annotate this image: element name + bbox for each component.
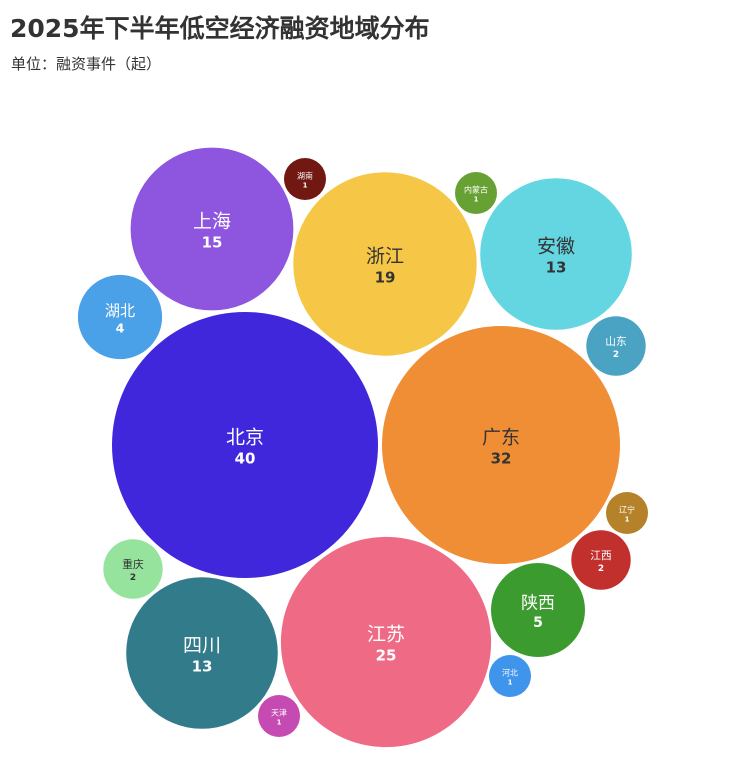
bubble-辽宁: 辽宁1 [606,492,648,534]
bubble-value: 4 [116,320,125,335]
bubble-四川: 四川 13 [126,577,278,729]
bubble-value: 13 [546,259,567,277]
bubble-circle [480,178,632,330]
bubble-label: 北京 [226,426,264,448]
bubble-安徽: 安徽 13 [480,178,632,330]
bubble-circle [284,158,326,200]
bubble-value: 1 [303,181,308,189]
bubble-value: 2 [613,350,619,360]
bubble-广东: 广东 32 [382,326,620,564]
bubble-value: 5 [533,615,543,631]
bubble-label: 河北 [502,667,518,677]
bubble-value: 40 [235,450,256,468]
bubble-circle [130,147,294,311]
bubble-label: 山东 [605,335,627,348]
bubble-value: 32 [491,450,512,468]
bubble-陕西: 陕西 5 [491,563,585,657]
bubble-label: 安徽 [537,235,575,257]
bubble-value: 25 [376,647,397,665]
bubble-label: 湖南 [297,170,313,180]
bubble-天津: 天津1 [258,695,300,737]
bubble-上海: 上海 15 [130,147,294,311]
bubble-label: 江苏 [367,623,405,645]
bubble-circle [126,577,278,729]
bubble-value: 1 [277,718,282,726]
bubble-label: 辽宁 [619,504,635,514]
bubble-circle [382,326,620,564]
bubble-value: 15 [202,234,223,252]
bubble-江西: 江西 2 [571,530,631,590]
bubble-circle [293,172,477,356]
bubble-label: 湖北 [105,302,135,320]
bubble-circle [112,312,378,578]
bubble-circle [571,530,631,590]
bubble-label: 内蒙古 [464,184,488,194]
bubble-circle [586,316,646,376]
bubble-label: 天津 [271,707,287,717]
bubble-北京: 北京 40 [112,312,378,578]
bubble-value: 13 [192,658,213,676]
bubble-label: 江西 [590,549,612,562]
bubble-circle [103,539,163,599]
bubble-浙江: 浙江 19 [293,172,477,356]
bubble-label: 陕西 [521,593,555,613]
bubble-湖南: 湖南1 [284,158,326,200]
bubble-value: 1 [508,678,513,686]
bubble-value: 2 [598,564,604,574]
bubble-label: 浙江 [366,245,404,267]
bubble-label: 广东 [482,426,520,448]
bubble-circle [491,563,585,657]
bubble-label: 上海 [193,210,231,232]
bubble-circle [77,274,163,360]
chart-title: 2025年下半年低空经济融资地域分布 [10,14,430,43]
bubble-circle [258,695,300,737]
bubble-label: 重庆 [122,558,144,571]
bubble-circle [489,655,531,697]
bubble-label: 四川 [183,634,221,656]
bubble-value: 1 [625,515,630,523]
chart-subtitle: 单位：融资事件（起） [11,55,162,73]
bubble-value: 19 [375,269,396,287]
bubble-circle [606,492,648,534]
bubble-value: 1 [474,195,479,203]
bubble-value: 2 [130,573,136,583]
bubble-湖北: 湖北4 [77,274,163,360]
bubble-江苏: 江苏 25 [280,536,492,748]
bubble-河北: 河北1 [489,655,531,697]
bubble-circle [455,172,497,214]
bubble-重庆: 重庆 2 [103,539,163,599]
bubble-山东: 山东 2 [586,316,646,376]
bubble-circle [280,536,492,748]
